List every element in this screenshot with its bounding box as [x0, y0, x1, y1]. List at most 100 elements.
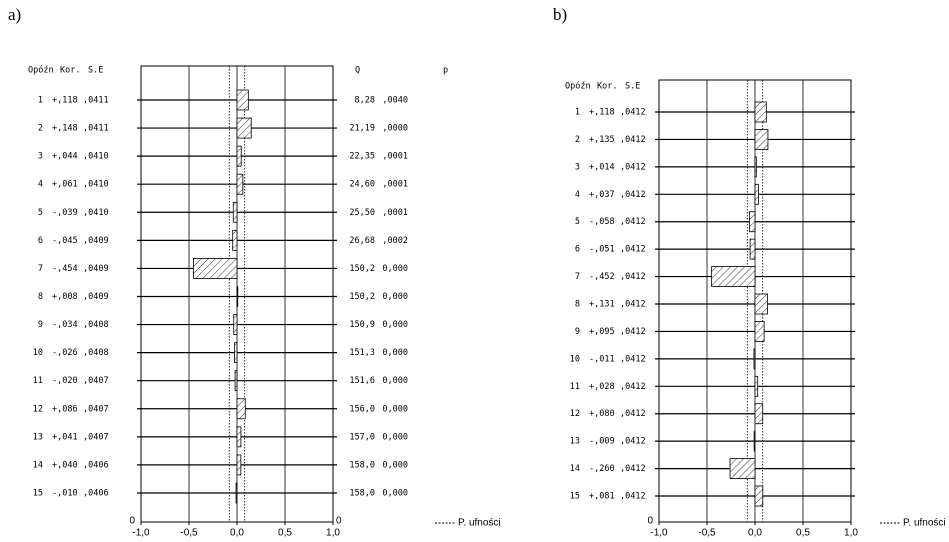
se-label: ,0409 [83, 264, 109, 274]
se-label: ,0406 [83, 488, 109, 498]
correlation-label: +,135 [589, 135, 615, 145]
se-label: ,0406 [83, 460, 109, 470]
q-label: 157,0 [349, 432, 375, 442]
lag-label: 14 [33, 460, 43, 470]
correlation-label: +,037 [589, 190, 615, 200]
legend-label: P. ufności [458, 518, 501, 529]
bar [234, 342, 238, 364]
correlation-label: -,039 [52, 208, 78, 218]
q-label: 26,68 [349, 236, 375, 246]
axis-zero-label: 0 [129, 516, 135, 527]
bar [729, 458, 756, 479]
q-label: 158,0 [349, 488, 375, 498]
correlation-label: +,008 [52, 292, 78, 302]
se-label: ,0412 [620, 382, 646, 392]
p-label: 0,000 [382, 460, 408, 470]
q-label: 151,3 [349, 348, 375, 358]
se-label: ,0410 [83, 208, 109, 218]
x-tick-label: -0,5 [180, 528, 198, 539]
p-label: 0,000 [382, 488, 408, 498]
q-label: 24,60 [349, 180, 375, 190]
lag-label: 9 [38, 320, 43, 330]
lag-label: 13 [33, 432, 43, 442]
bar [754, 156, 757, 178]
bar [233, 314, 238, 335]
lag-label: 5 [575, 217, 580, 227]
lag-label: 15 [33, 488, 43, 498]
lag-label: 15 [570, 492, 580, 502]
se-label: ,0411 [83, 124, 109, 134]
column-header: Kor. [597, 82, 617, 92]
bar [236, 426, 242, 448]
se-label: ,0409 [83, 236, 109, 246]
correlation-label: +,148 [52, 124, 78, 134]
se-label: ,0412 [620, 492, 646, 502]
label-bg [337, 207, 417, 218]
lag-label: 4 [575, 190, 580, 200]
lag-label: 9 [575, 327, 580, 337]
se-label: ,0412 [620, 437, 646, 447]
lag-label: 1 [38, 96, 43, 106]
label-bg [337, 235, 417, 246]
se-label: ,0407 [83, 432, 109, 442]
bar [749, 238, 756, 260]
correlation-label: +,040 [52, 460, 78, 470]
correlation-label: +,118 [52, 96, 78, 106]
label-bg [337, 375, 417, 386]
lag-label: 14 [570, 464, 580, 474]
correlation-label: -,260 [589, 464, 615, 474]
se-label: ,0412 [620, 108, 646, 118]
bar [232, 201, 238, 223]
p-label: 0,000 [382, 264, 408, 274]
label-bg [337, 431, 417, 442]
bar [754, 403, 764, 425]
p-label: ,0001 [382, 152, 408, 162]
x-tick-label: 1,0 [844, 528, 858, 539]
p-label: 0,000 [382, 292, 408, 302]
column-header: Opóźn [565, 81, 591, 92]
axis-zero-label: 0 [336, 516, 342, 527]
label-bg [337, 95, 417, 105]
x-tick-label: 0,0 [230, 528, 244, 539]
label-bg [337, 347, 417, 358]
se-label: ,0412 [620, 190, 646, 200]
x-tick-label: 1,0 [326, 528, 340, 539]
lag-label: 13 [570, 437, 580, 447]
q-label: 21,19 [349, 124, 375, 134]
lag-label: 10 [33, 348, 43, 358]
se-label: ,0410 [83, 180, 109, 190]
correlation-label: -,010 [52, 488, 78, 498]
correlation-label: -,058 [589, 217, 615, 227]
correlation-label: -,020 [52, 376, 78, 386]
label-bg [337, 151, 417, 162]
q-label: 8,28 [355, 96, 375, 106]
p-label: 0,000 [382, 432, 408, 442]
bar [193, 258, 238, 279]
se-label: ,0408 [83, 348, 109, 358]
lag-label: 8 [575, 300, 580, 310]
se-label: ,0412 [620, 327, 646, 337]
correlation-label: +,044 [52, 152, 78, 162]
q-label: 150,2 [349, 292, 375, 302]
lag-label: 2 [38, 124, 43, 134]
lag-label: 7 [38, 264, 43, 274]
bar [754, 101, 767, 123]
q-label: 150,9 [349, 320, 375, 330]
correlation-label: +,081 [589, 492, 615, 502]
correlation-label: +,041 [52, 432, 78, 442]
panel-label: b) [553, 5, 567, 24]
bar [754, 183, 759, 205]
lag-label: 4 [38, 180, 43, 190]
correlation-label: -,026 [52, 348, 78, 358]
label-bg [337, 487, 417, 498]
correlation-label: -,452 [589, 272, 615, 282]
lag-label: 3 [575, 162, 580, 172]
bar [236, 173, 244, 195]
label-bg [337, 123, 417, 134]
bar [236, 145, 242, 167]
bar [236, 286, 239, 307]
se-label: ,0411 [83, 96, 109, 106]
bar [754, 321, 765, 342]
column-header: p [443, 66, 448, 76]
